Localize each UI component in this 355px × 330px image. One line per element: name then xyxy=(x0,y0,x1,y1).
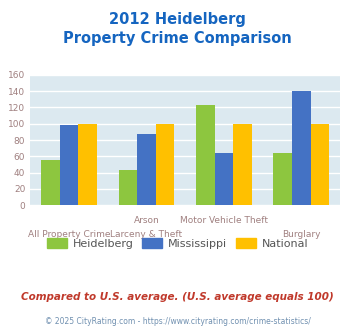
Bar xyxy=(311,124,329,205)
Bar xyxy=(292,91,311,205)
Text: All Property Crime: All Property Crime xyxy=(28,230,110,239)
Text: Larceny & Theft: Larceny & Theft xyxy=(110,230,182,239)
Text: Burglary: Burglary xyxy=(282,230,321,239)
Bar xyxy=(233,124,252,205)
Text: Motor Vehicle Theft: Motor Vehicle Theft xyxy=(180,216,268,225)
Bar xyxy=(137,134,156,205)
Text: Arson: Arson xyxy=(133,216,159,225)
Legend: Heidelberg, Mississippi, National: Heidelberg, Mississippi, National xyxy=(43,234,312,253)
Text: 2012 Heidelberg: 2012 Heidelberg xyxy=(109,12,246,26)
Text: © 2025 CityRating.com - https://www.cityrating.com/crime-statistics/: © 2025 CityRating.com - https://www.city… xyxy=(45,317,310,326)
Bar xyxy=(41,160,60,205)
Bar xyxy=(119,170,137,205)
Bar xyxy=(273,153,292,205)
Bar xyxy=(196,105,214,205)
Text: Property Crime Comparison: Property Crime Comparison xyxy=(63,31,292,46)
Bar xyxy=(60,125,78,205)
Text: Compared to U.S. average. (U.S. average equals 100): Compared to U.S. average. (U.S. average … xyxy=(21,292,334,302)
Bar xyxy=(156,124,174,205)
Bar xyxy=(214,153,233,205)
Bar xyxy=(78,124,97,205)
